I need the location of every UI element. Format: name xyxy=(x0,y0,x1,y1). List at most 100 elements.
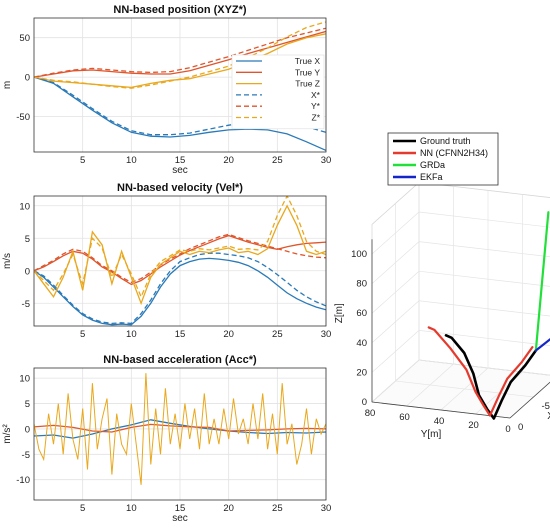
legend-label-grda: GRDa xyxy=(420,160,445,170)
y-tick-label: -10 xyxy=(16,475,30,486)
x-tick-label: 30 xyxy=(321,155,332,166)
z-gridline xyxy=(371,211,550,255)
x-tick-label: 15 xyxy=(175,155,186,166)
x-tick-label: 20 xyxy=(223,155,234,166)
x-tick-label: 20 xyxy=(223,503,234,514)
axes-frame xyxy=(33,367,327,501)
y-tick-label: 5 xyxy=(25,234,30,245)
y-tick-label: 10 xyxy=(19,374,30,385)
x-tick-label: 10 xyxy=(126,503,137,514)
z-tick-label: 100 xyxy=(351,249,367,260)
axes-frame xyxy=(33,17,327,153)
axis-edge-y xyxy=(371,401,511,419)
series-line-z xyxy=(34,21,326,89)
x-tick-label: 25 xyxy=(272,329,283,340)
y-tick-label: -5 xyxy=(22,299,30,310)
series-line-vx xyxy=(34,252,326,325)
y-axis-label: m xyxy=(2,81,13,89)
y-tick-label: -50 xyxy=(16,112,30,123)
series-line-true-x xyxy=(34,76,326,151)
z-gridline xyxy=(371,300,550,344)
trajectory-line-nn-cfnn2h34 xyxy=(427,326,534,417)
y-tick-label: 20 xyxy=(468,420,479,431)
series-line-vz xyxy=(34,196,326,299)
y-tick-label: 0 xyxy=(25,424,30,435)
legend-label-y: Y* xyxy=(311,101,321,111)
legend-label-z: Z* xyxy=(312,113,321,123)
x-gridline xyxy=(395,203,534,398)
x-axis-label: sec xyxy=(172,165,188,176)
x-tick-label: 15 xyxy=(175,329,186,340)
axis-edge-x xyxy=(509,381,550,419)
y-axis-label: Y[m] xyxy=(421,429,442,440)
trajectory-line-ground-truth xyxy=(444,334,538,420)
x-tick-label: 0 xyxy=(518,422,523,433)
chart-title: NN-based velocity (Vel*) xyxy=(117,182,243,194)
x-tick-label: 5 xyxy=(80,155,85,166)
x-gridline xyxy=(418,182,550,376)
y-tick-label: -5 xyxy=(22,450,30,461)
velocity-panel: 5 10 15 20 25 30 -5 0 5 10 NN-based velocity (Vel*… xyxy=(2,182,331,340)
position-panel: 5 10 15 20 25 30 -50 0 50 NN-based position (XYZ*… xyxy=(2,4,331,176)
z-tick-label: 0 xyxy=(362,397,367,408)
acceleration-panel: 5 10 15 20 25 30 -10 -5 0 5 10 NN-based acceleratio… xyxy=(2,354,331,524)
y-axis-label: m/s xyxy=(2,253,13,269)
x-tick-label: 5 xyxy=(80,503,85,514)
x-tick-label: 30 xyxy=(321,329,332,340)
x-tick-label: 25 xyxy=(272,503,283,514)
trajectory-3d-panel: 0204060801008060402000-50-100Y[m]X[m]Z[m… xyxy=(334,132,550,440)
z-gridline xyxy=(371,241,550,284)
series-line-ax xyxy=(34,419,326,439)
series-line-vz xyxy=(34,204,326,306)
series-group xyxy=(34,373,326,485)
z-axis-label: Z[m] xyxy=(334,303,345,323)
series-line-y xyxy=(34,27,326,78)
z-tick-label: 40 xyxy=(356,338,367,349)
y-tick-label: 50 xyxy=(19,33,30,44)
y-tick-label: 5 xyxy=(25,399,30,410)
legend: Ground truth NN (CFNN2H34) GRDa EKFa xyxy=(387,132,499,186)
axes-frame xyxy=(33,195,327,327)
series-group xyxy=(34,21,326,151)
legend-label-true-y: True Y xyxy=(295,67,320,77)
series-line-vx xyxy=(34,257,326,326)
series-line-ay xyxy=(34,423,326,433)
series-line-true-y xyxy=(34,30,326,78)
y-tick-label: 0 xyxy=(505,424,510,435)
legend-label-ekfa: EKFa xyxy=(420,172,443,182)
series-line-vy xyxy=(34,233,326,284)
legend-label-x: X* xyxy=(311,90,321,100)
x-axis-label: X[m] xyxy=(547,411,550,422)
chart-title: NN-based acceleration (Acc*) xyxy=(103,354,257,366)
legend-label-ground-truth: Ground truth xyxy=(420,136,471,146)
z-tick-label: 80 xyxy=(356,279,367,290)
x-tick-label: 30 xyxy=(321,503,332,514)
x-tick-label: -50 xyxy=(542,401,550,412)
y-tick-label: 10 xyxy=(19,201,30,212)
back-wall-x xyxy=(418,181,550,376)
x-tick-label: 25 xyxy=(272,155,283,166)
x-axis-label: sec xyxy=(172,513,188,524)
x-tick-label: 5 xyxy=(80,329,85,340)
y-tick-label: 0 xyxy=(25,73,30,84)
x-tick-label: 20 xyxy=(223,329,234,340)
legend-label-true-z: True Z xyxy=(295,79,320,89)
y-tick-label: 80 xyxy=(365,408,376,419)
series-line-az xyxy=(34,373,326,485)
series-group xyxy=(34,196,326,326)
z-gridline xyxy=(371,270,550,314)
z-tick-label: 20 xyxy=(356,367,367,378)
legend-label-nn-cfnn2h34: NN (CFNN2H34) xyxy=(420,148,488,158)
y-tick-label: 60 xyxy=(399,412,410,423)
x-tick-label: 10 xyxy=(126,155,137,166)
y-axis-label: m/s² xyxy=(2,424,13,444)
y-tick-label: 0 xyxy=(25,266,30,277)
legend-label-true-x: True X xyxy=(295,56,321,66)
chart-title: NN-based position (XYZ*) xyxy=(113,4,247,16)
x-tick-label: 15 xyxy=(175,503,186,514)
y-tick-label: 40 xyxy=(434,416,445,427)
z-tick-label: 60 xyxy=(356,308,367,319)
x-tick-label: 10 xyxy=(126,329,137,340)
